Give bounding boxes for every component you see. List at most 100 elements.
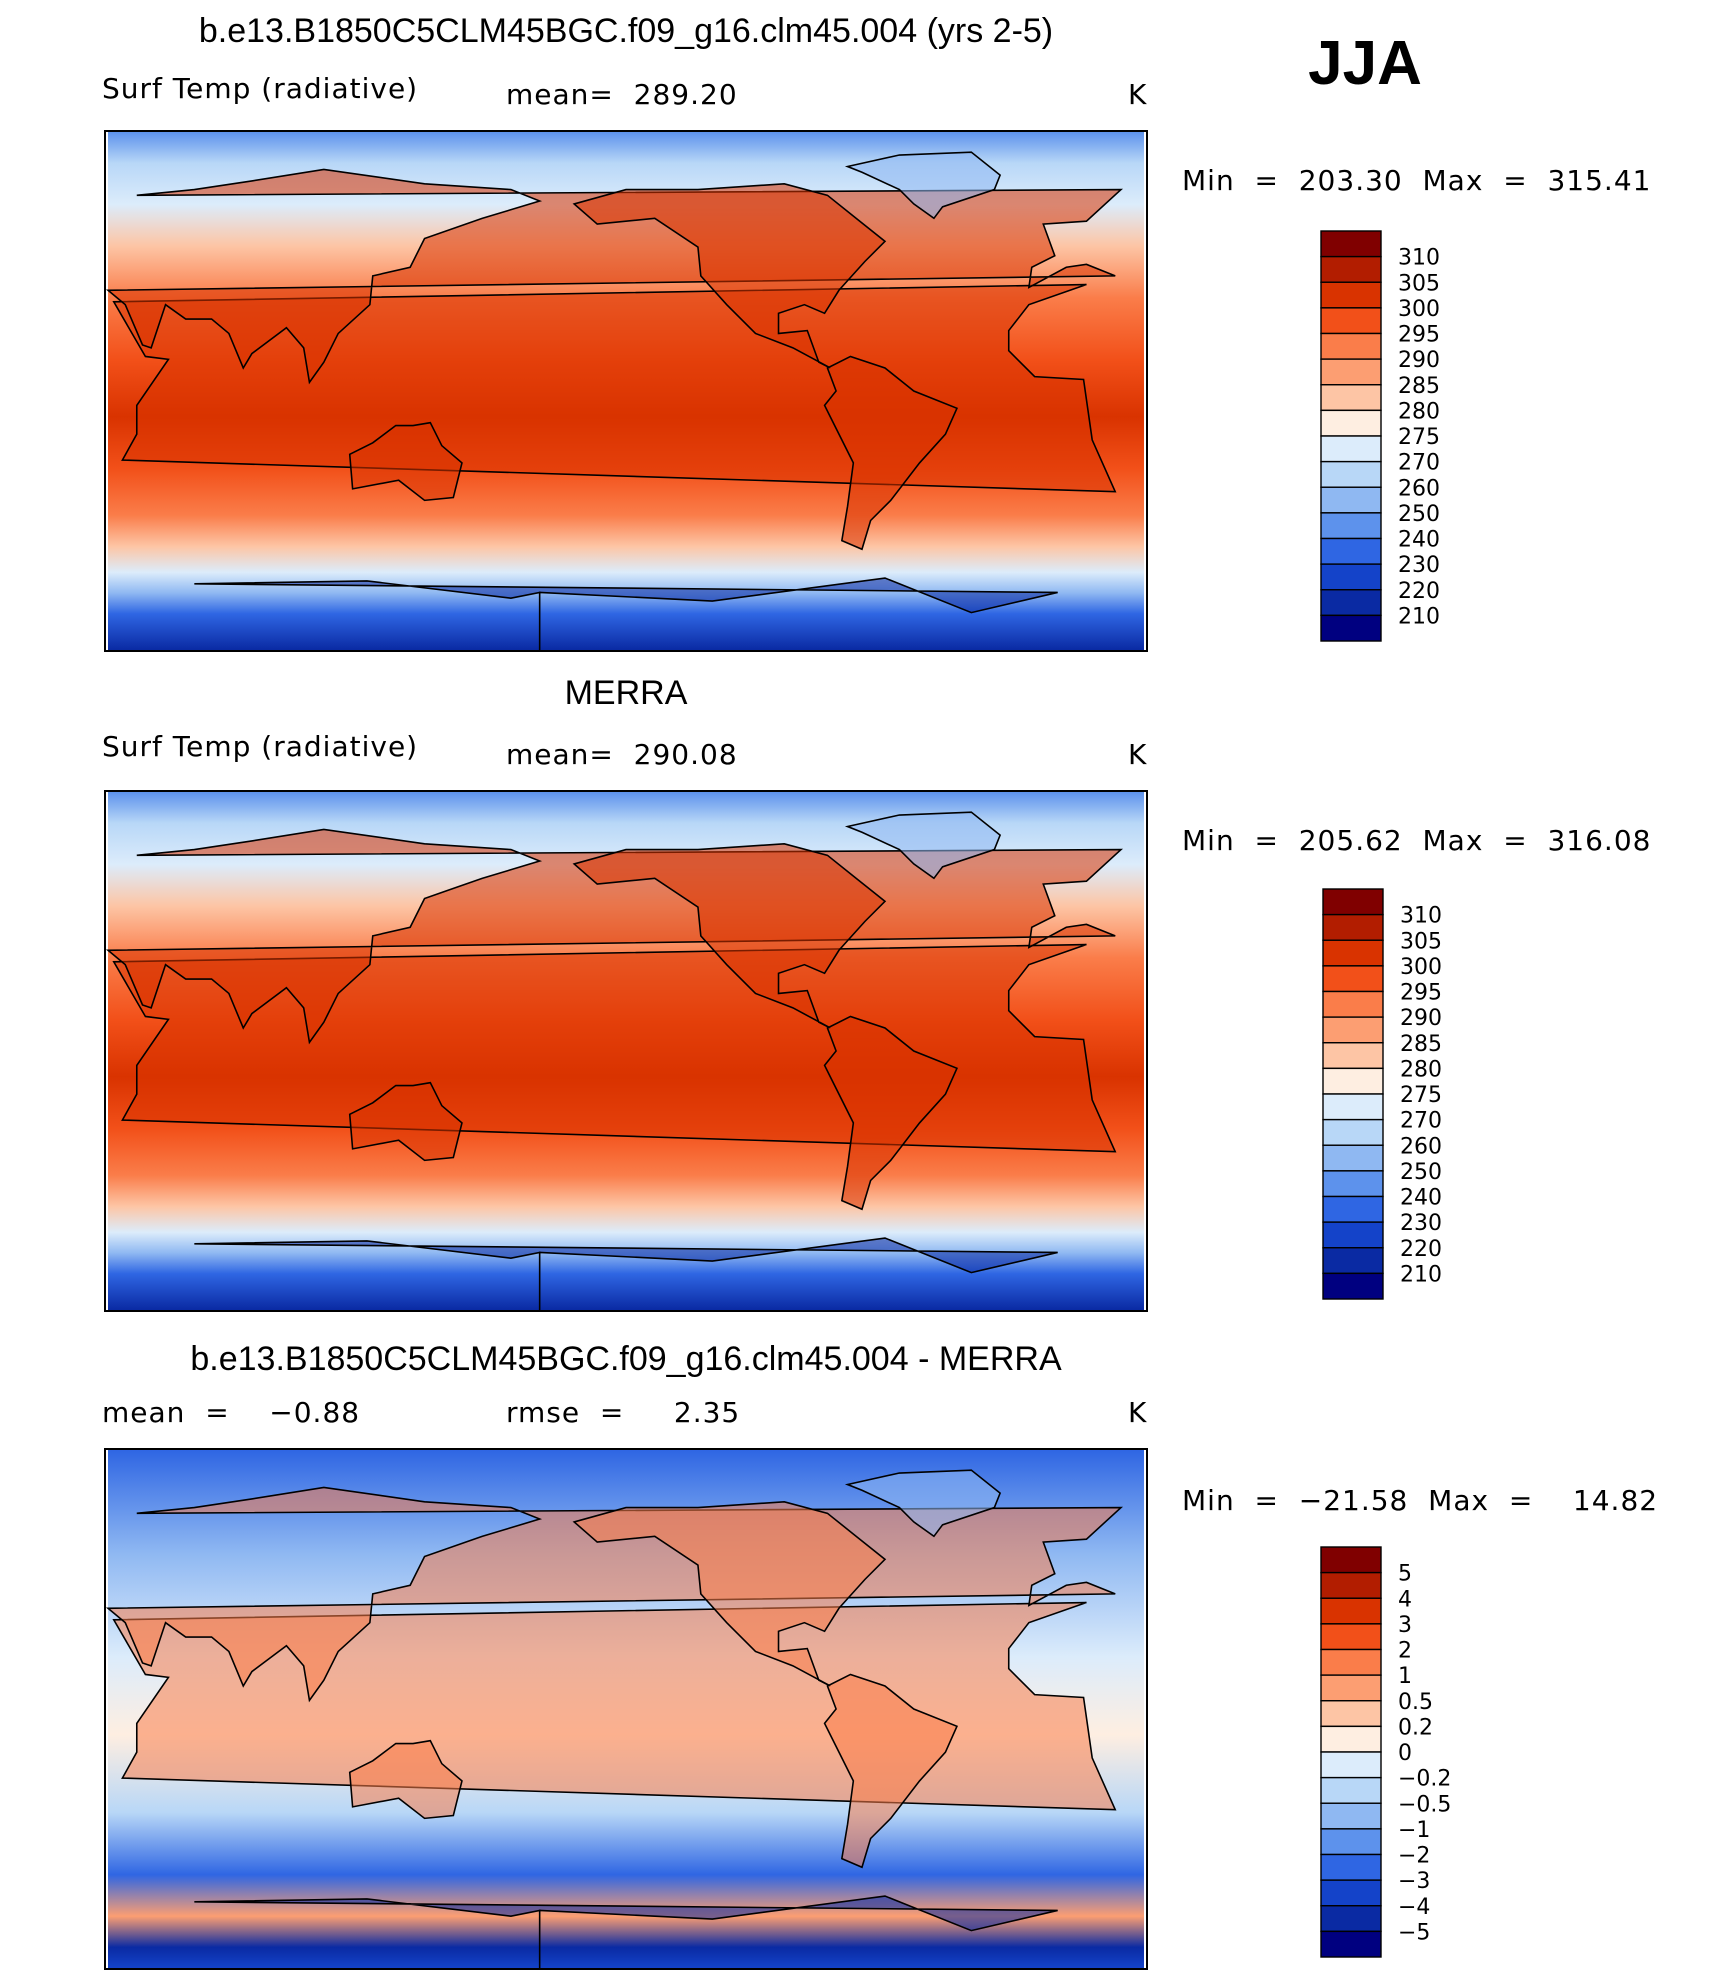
panel-3-units: K bbox=[1128, 1396, 1148, 1429]
panel-1-units: K bbox=[1128, 78, 1148, 111]
colorbar-swatch bbox=[1320, 358, 1382, 386]
panel-2-minmax: Min = 205.62 Max = 316.08 bbox=[1182, 824, 1652, 857]
colorbar-swatch bbox=[1322, 1016, 1384, 1044]
coastline-australia bbox=[348, 1081, 463, 1162]
colorbar-swatch bbox=[1320, 1700, 1382, 1728]
colorbar-tick-label: 0.5 bbox=[1398, 1690, 1433, 1715]
colorbar-tick-label: 240 bbox=[1398, 528, 1440, 553]
panel-3-title: b.e13.B1850C5CLM45BGC.f09_g16.clm45.004 … bbox=[190, 1340, 1062, 1378]
colorbar-swatch bbox=[1320, 230, 1382, 258]
panel-1-map bbox=[104, 130, 1148, 652]
coastline-eurasia bbox=[106, 1486, 1124, 1703]
panel-2-mean: mean= 290.08 bbox=[506, 738, 738, 771]
panel-3-rmse: rmse = 2.35 bbox=[506, 1396, 741, 1429]
colorbar-swatch bbox=[1322, 1195, 1384, 1223]
colorbar-tick-label: 210 bbox=[1398, 604, 1440, 629]
colorbar-tick-label: 295 bbox=[1400, 981, 1442, 1006]
colorbar-swatch bbox=[1320, 409, 1382, 437]
colorbar-swatch bbox=[1322, 1042, 1384, 1070]
colorbar-swatch bbox=[1320, 1546, 1382, 1574]
coastline-australia bbox=[348, 1739, 463, 1820]
colorbar-swatch bbox=[1322, 1272, 1384, 1300]
panel-1-field-label: Surf Temp (radiative) bbox=[102, 72, 419, 105]
coastline-namerica bbox=[572, 1500, 887, 1687]
colorbar-tick-label: 290 bbox=[1398, 348, 1440, 373]
colorbar-tick-label: 270 bbox=[1400, 1109, 1442, 1134]
coastline-greenland bbox=[844, 811, 1002, 880]
coastline-samerica bbox=[823, 1673, 959, 1869]
colorbar-swatch bbox=[1320, 1879, 1382, 1907]
panel-1-mean: mean= 289.20 bbox=[506, 78, 738, 111]
colorbar-tick-label: −0.2 bbox=[1398, 1767, 1451, 1792]
colorbar-swatch bbox=[1320, 1828, 1382, 1856]
colorbar-swatch bbox=[1320, 1853, 1382, 1881]
panel-1-minmax: Min = 203.30 Max = 315.41 bbox=[1182, 164, 1652, 197]
colorbar-swatch bbox=[1320, 255, 1382, 283]
colorbar-tick-label: 275 bbox=[1400, 1083, 1442, 1108]
colorbar-tick-label: 210 bbox=[1400, 1262, 1442, 1287]
colorbar-swatch bbox=[1322, 1067, 1384, 1095]
colorbar-swatch bbox=[1322, 1170, 1384, 1198]
colorbar-swatch bbox=[1320, 460, 1382, 488]
colorbar-tick-label: 260 bbox=[1400, 1134, 1442, 1159]
season-label: JJA bbox=[1308, 29, 1422, 98]
colorbar-swatch bbox=[1320, 1930, 1382, 1958]
colorbar-swatch bbox=[1322, 888, 1384, 916]
colorbar-swatch bbox=[1320, 512, 1382, 540]
coastline-antarctica bbox=[194, 1237, 1058, 1310]
colorbar-swatch bbox=[1320, 1648, 1382, 1676]
colorbar-tick-label: 270 bbox=[1398, 451, 1440, 476]
colorbar-swatch bbox=[1320, 384, 1382, 412]
panel-3-mean: mean = −0.88 bbox=[102, 1396, 361, 1429]
colorbar-swatch bbox=[1322, 1221, 1384, 1249]
colorbar-swatch bbox=[1320, 281, 1382, 309]
panel-2-title: MERRA bbox=[564, 674, 688, 712]
colorbar-swatch bbox=[1320, 1725, 1382, 1753]
colorbar-tick-label: 260 bbox=[1398, 476, 1440, 501]
colorbar-tick-label: 0 bbox=[1398, 1741, 1412, 1766]
colorbar-tick-label: 275 bbox=[1398, 425, 1440, 450]
coastline-namerica bbox=[572, 182, 887, 369]
colorbar-swatch bbox=[1320, 435, 1382, 463]
coastline-eurasia bbox=[106, 168, 1124, 385]
colorbar-tick-label: 310 bbox=[1398, 246, 1440, 271]
coastline-australia bbox=[348, 421, 463, 502]
colorbar-tick-label: 280 bbox=[1398, 399, 1440, 424]
panel-1-colorbar: 3103053002952902852802752702602502402302… bbox=[1320, 230, 1440, 642]
panel-2-map bbox=[104, 790, 1148, 1312]
panel-2-colorbar: 3103053002952902852802752702602502402302… bbox=[1322, 888, 1442, 1300]
colorbar-tick-label: 5 bbox=[1398, 1562, 1412, 1587]
coastline-samerica bbox=[823, 1015, 959, 1211]
colorbar-swatch bbox=[1322, 1118, 1384, 1146]
colorbar-tick-label: 305 bbox=[1398, 271, 1440, 296]
colorbar-tick-label: 3 bbox=[1398, 1613, 1412, 1638]
colorbar-tick-label: 230 bbox=[1400, 1211, 1442, 1236]
colorbar-tick-label: −1 bbox=[1398, 1818, 1430, 1843]
colorbar-swatch bbox=[1320, 1597, 1382, 1625]
coastline-samerica bbox=[823, 355, 959, 551]
colorbar-tick-label: −4 bbox=[1398, 1895, 1430, 1920]
colorbar-tick-label: 230 bbox=[1398, 553, 1440, 578]
panel-3-map bbox=[104, 1448, 1148, 1970]
colorbar-tick-label: 250 bbox=[1398, 502, 1440, 527]
colorbar-tick-label: 240 bbox=[1400, 1186, 1442, 1211]
colorbar-tick-label: 285 bbox=[1398, 374, 1440, 399]
colorbar-tick-label: 310 bbox=[1400, 904, 1442, 929]
colorbar-swatch bbox=[1320, 486, 1382, 514]
colorbar-swatch bbox=[1322, 913, 1384, 941]
colorbar-swatch bbox=[1320, 1623, 1382, 1651]
colorbar-swatch bbox=[1320, 1905, 1382, 1933]
colorbar-tick-label: −0.5 bbox=[1398, 1792, 1451, 1817]
colorbar-tick-label: 290 bbox=[1400, 1006, 1442, 1031]
colorbar-tick-label: 220 bbox=[1400, 1237, 1442, 1262]
coastline-antarctica bbox=[194, 577, 1058, 650]
coastline-namerica bbox=[572, 842, 887, 1029]
colorbar-swatch bbox=[1320, 1802, 1382, 1830]
panel-2-units: K bbox=[1128, 738, 1148, 771]
colorbar-tick-label: 250 bbox=[1400, 1160, 1442, 1185]
coastline-eurasia bbox=[106, 828, 1124, 1045]
colorbar-tick-label: 295 bbox=[1398, 323, 1440, 348]
colorbar-swatch bbox=[1320, 1776, 1382, 1804]
panel-1-title: b.e13.B1850C5CLM45BGC.f09_g16.clm45.004 … bbox=[198, 12, 1054, 50]
